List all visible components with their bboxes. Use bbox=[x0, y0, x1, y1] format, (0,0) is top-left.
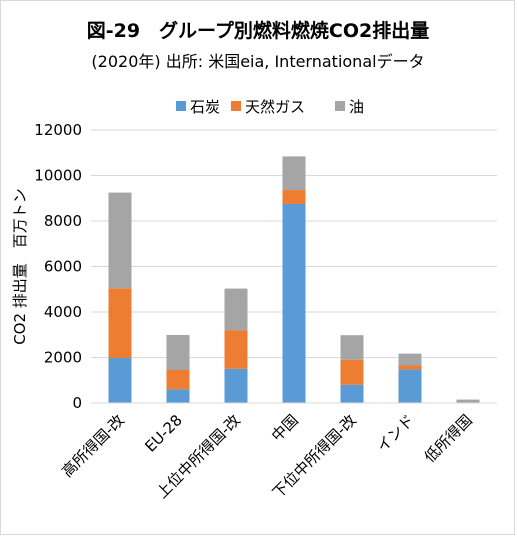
bar-segment bbox=[224, 330, 248, 369]
x-tick-label: 中国 bbox=[268, 411, 302, 445]
legend-swatch bbox=[231, 101, 241, 111]
y-tick-label: 12000 bbox=[34, 121, 82, 139]
bar-segment bbox=[340, 335, 364, 360]
x-tick-label: インド bbox=[373, 411, 418, 456]
bar-segment bbox=[398, 353, 422, 366]
bar-segment bbox=[398, 369, 422, 403]
bars bbox=[108, 156, 480, 403]
legend-swatch bbox=[176, 101, 186, 111]
bar-segment bbox=[282, 203, 306, 403]
legend-label: 石炭 bbox=[190, 98, 220, 116]
bar-segment bbox=[166, 389, 190, 403]
bar-segment bbox=[108, 357, 132, 403]
bar-segment bbox=[224, 288, 248, 331]
bar-segment bbox=[340, 384, 364, 403]
chart-subtitle: (2020年) 出所: 米国eia, Internationalデータ bbox=[91, 52, 424, 71]
x-tick-label: 低所得国 bbox=[421, 411, 476, 466]
y-tick-label: 0 bbox=[72, 394, 82, 412]
bar-segment bbox=[340, 359, 364, 385]
y-axis-ticks: 0 2000 4000 6000 8000 10000 12000 bbox=[34, 121, 82, 412]
legend-swatch bbox=[335, 101, 345, 111]
y-tick-label: 10000 bbox=[34, 167, 82, 185]
bar-segment bbox=[398, 365, 422, 370]
y-tick-label: 6000 bbox=[44, 258, 82, 276]
bar-segment bbox=[282, 190, 306, 204]
y-axis-label: CO2 排出量 百万トン bbox=[11, 188, 29, 345]
legend-label: 天然ガス bbox=[245, 98, 305, 116]
gridlines bbox=[91, 129, 497, 358]
y-tick-label: 4000 bbox=[44, 303, 82, 321]
legend: 石炭 天然ガス 油 bbox=[176, 98, 364, 116]
bar-segment bbox=[166, 334, 190, 371]
chart-title: 図-29 グループ別燃料燃焼CO2排出量 bbox=[87, 19, 430, 42]
bar-segment bbox=[166, 370, 190, 390]
x-tick-label: 高所得国-改 bbox=[58, 411, 128, 481]
bar-segment bbox=[456, 399, 480, 403]
legend-label: 油 bbox=[349, 98, 364, 116]
x-tick-label: EU-28 bbox=[141, 411, 186, 456]
y-tick-label: 2000 bbox=[44, 349, 82, 367]
y-tick-label: 8000 bbox=[44, 212, 82, 230]
bar-segment bbox=[224, 368, 248, 403]
bar-segment bbox=[108, 192, 132, 289]
bar-segment bbox=[282, 156, 306, 191]
bar-segment bbox=[108, 288, 132, 358]
